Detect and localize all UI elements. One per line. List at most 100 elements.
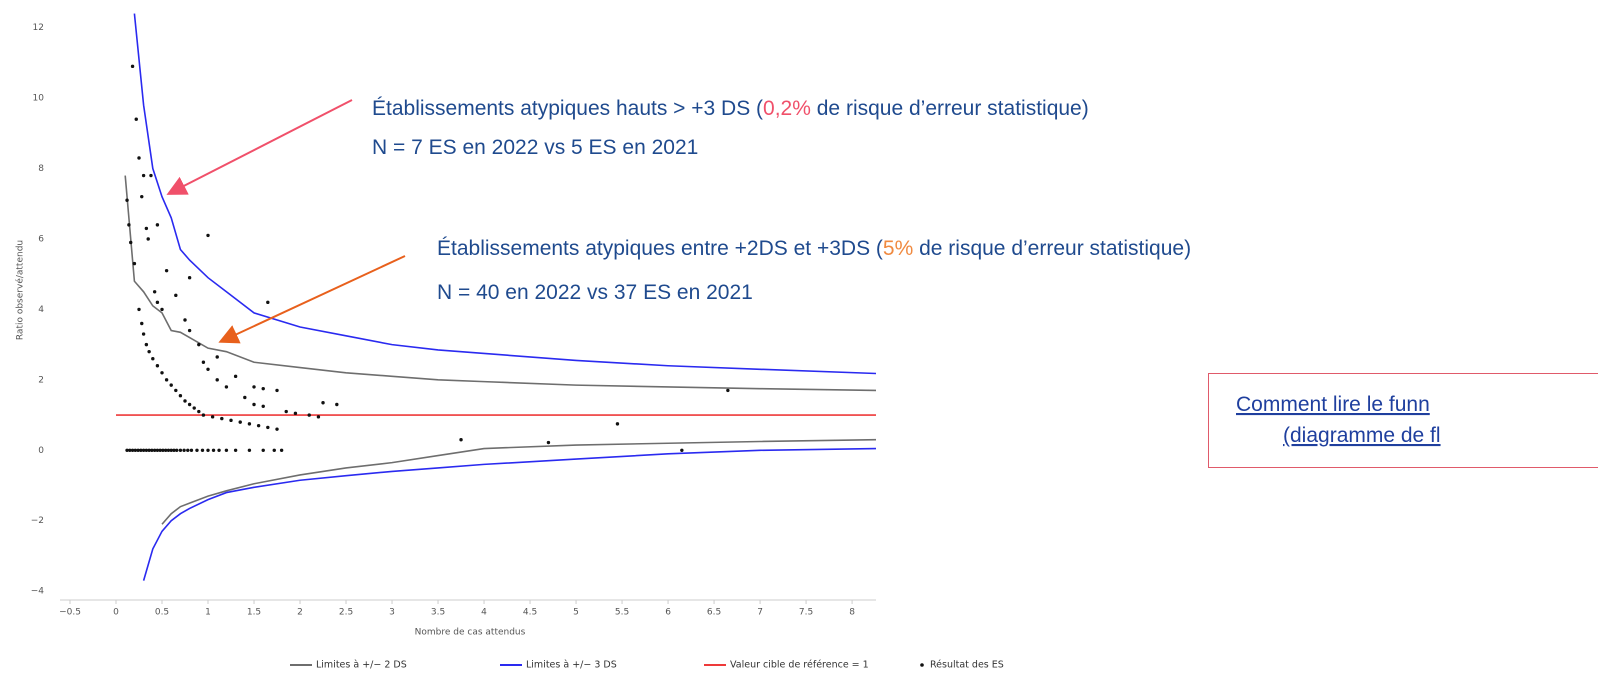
data-point: [238, 420, 242, 424]
data-point: [321, 401, 325, 405]
annotation-text: Établissements atypiques entre +2DS et +…: [437, 237, 883, 260]
data-point: [160, 307, 164, 312]
y-tick-label: 6: [38, 234, 44, 244]
data-point: [224, 385, 229, 389]
data-point: [187, 328, 192, 333]
plot-area: [116, 13, 876, 581]
data-point: [206, 448, 210, 452]
data-point: [175, 448, 179, 452]
data-point: [141, 173, 146, 178]
x-tick-label: 1.5: [247, 608, 261, 618]
data-point: [150, 448, 154, 452]
data-point: [133, 448, 138, 452]
data-point: [217, 448, 221, 452]
data-point: [146, 237, 150, 241]
data-point: [151, 357, 155, 361]
x-tick-label: 2: [297, 608, 303, 618]
legend-label: Résultat des ES: [930, 660, 1004, 671]
data-point: [125, 448, 129, 452]
data-point: [169, 383, 173, 387]
upper-limit: [124, 175, 876, 392]
data-point: [546, 440, 551, 445]
data-point: [164, 268, 169, 273]
legend: Limites à +/− 2 DS Limites à +/− 3 DS Vale…: [290, 660, 1004, 671]
annotation: Établissements atypiques entre +2DS et +…: [437, 237, 1191, 260]
data-point: [128, 448, 132, 452]
y-tick-label: 0: [38, 446, 44, 456]
lower-limit: [161, 438, 876, 525]
data-point: [139, 448, 143, 452]
data-point: [182, 448, 186, 452]
data-point: [161, 448, 165, 452]
data-point: [186, 448, 190, 452]
annotation: N = 40 en 2022 vs 37 ES en 2021: [437, 281, 753, 304]
data-point: [129, 240, 133, 245]
data-point: [132, 261, 137, 266]
data-point: [183, 318, 187, 322]
legend-label: Valeur cible de référence = 1: [730, 660, 869, 671]
y-tick-label: 8: [38, 164, 44, 174]
data-point: [169, 448, 173, 452]
lower-limit: [142, 447, 876, 581]
data-point: [261, 386, 265, 391]
x-tick-label: 3: [389, 608, 395, 618]
data-point: [166, 448, 171, 452]
y-tick-label: 10: [33, 94, 45, 104]
data-point: [137, 156, 141, 160]
y-tick-label: 2: [38, 375, 44, 385]
data-point: [229, 418, 233, 423]
data-point: [275, 427, 279, 431]
legend-marker: [920, 663, 924, 667]
x-tick-label: 4.5: [523, 608, 537, 618]
data-point: [192, 406, 196, 410]
x-tick-label: 4: [481, 608, 487, 618]
x-tick-label: 8: [849, 608, 855, 618]
x-tick-label: −0.5: [59, 608, 81, 618]
data-point: [252, 385, 256, 389]
arrow: [166, 99, 353, 195]
data-point: [155, 448, 160, 452]
data-point: [247, 422, 252, 426]
data-point: [215, 355, 219, 359]
data-point: [275, 388, 279, 393]
x-axis-label: Nombre de cas attendus: [415, 628, 526, 638]
data-point: [210, 415, 215, 419]
data-point: [155, 300, 160, 305]
data-point: [211, 448, 216, 452]
x-tick-label: 2.5: [339, 608, 353, 618]
data-point: [335, 402, 339, 407]
data-point: [252, 402, 256, 407]
legend-label: Limites à +/− 2 DS: [316, 660, 407, 671]
annotation: N = 7 ES en 2022 vs 5 ES en 2021: [372, 136, 698, 159]
x-tick-label: 0: [113, 608, 119, 618]
annotation-text: de risque d’erreur statistique): [913, 237, 1191, 260]
x-tick-label: 6.5: [707, 608, 721, 618]
data-point: [155, 364, 160, 368]
data-point: [197, 409, 201, 414]
data-point: [140, 321, 144, 326]
data-point: [164, 378, 169, 382]
data-point: [206, 233, 210, 238]
data-point: [141, 448, 146, 452]
link[interactable]: (diagramme de fl: [1283, 424, 1441, 447]
data-point: [279, 448, 284, 452]
x-tick-label: 3.5: [431, 608, 445, 618]
data-point: [178, 448, 183, 452]
data-point: [137, 307, 141, 312]
data-point: [316, 415, 321, 419]
y-axis-label: Ratio observé/attendu: [15, 240, 26, 340]
data-point: [224, 448, 229, 452]
link[interactable]: Comment lire le funn: [1236, 393, 1430, 416]
data-point: [459, 438, 463, 442]
data-point: [261, 404, 265, 408]
data-point: [172, 448, 176, 452]
data-point: [266, 300, 270, 305]
x-tick-label: 5.5: [615, 608, 629, 618]
data-point: [200, 448, 205, 452]
data-point: [147, 349, 151, 354]
data-point: [680, 448, 684, 452]
data-point: [215, 378, 219, 382]
data-point: [127, 223, 131, 227]
upper-limit: [133, 13, 876, 375]
link-box[interactable]: [1208, 373, 1598, 468]
